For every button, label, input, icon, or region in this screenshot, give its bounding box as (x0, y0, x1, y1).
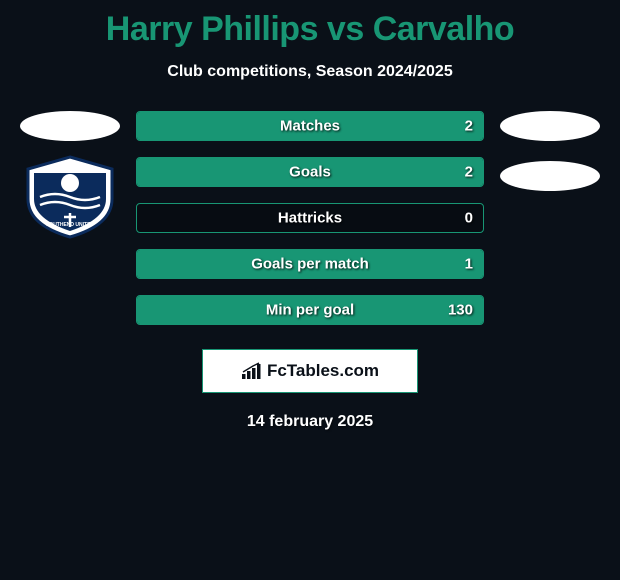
left-club-crest-icon: SOUTHEND UNITED (20, 155, 120, 239)
stat-value-right: 0 (465, 210, 473, 227)
stat-label: Hattricks (278, 210, 342, 227)
right-player-column (488, 111, 612, 325)
stat-label: Goals per match (251, 256, 369, 273)
page-title: Harry Phillips vs Carvalho (0, 0, 620, 49)
stat-row: Goals per match 1 (136, 249, 484, 279)
watermark: FcTables.com (202, 349, 418, 393)
stat-value-right: 1 (465, 256, 473, 273)
svg-text:SOUTHEND UNITED: SOUTHEND UNITED (46, 222, 94, 228)
stat-label: Goals (289, 164, 331, 181)
comparison-layout: SOUTHEND UNITED Matches 2 Goals 2 Hattricks 0… (0, 111, 620, 325)
stat-row: Min per goal 130 (136, 295, 484, 325)
stat-row: Matches 2 (136, 111, 484, 141)
subtitle: Club competitions, Season 2024/2025 (0, 63, 620, 81)
stat-value-right: 130 (448, 302, 473, 319)
left-player-column: SOUTHEND UNITED (8, 111, 132, 325)
stat-row: Goals 2 (136, 157, 484, 187)
right-flag-icon (500, 111, 600, 141)
stat-value-right: 2 (465, 118, 473, 135)
stat-label: Min per goal (266, 302, 354, 319)
stats-column: Matches 2 Goals 2 Hattricks 0 Goals per match 1… (132, 111, 488, 325)
chart-icon (241, 362, 263, 380)
stat-row: Hattricks 0 (136, 203, 484, 233)
date-text: 14 february 2025 (0, 413, 620, 431)
stat-label: Matches (280, 118, 340, 135)
right-secondary-flag-icon (500, 161, 600, 191)
stat-value-right: 2 (465, 164, 473, 181)
watermark-text: FcTables.com (267, 361, 379, 381)
left-flag-icon (20, 111, 120, 141)
